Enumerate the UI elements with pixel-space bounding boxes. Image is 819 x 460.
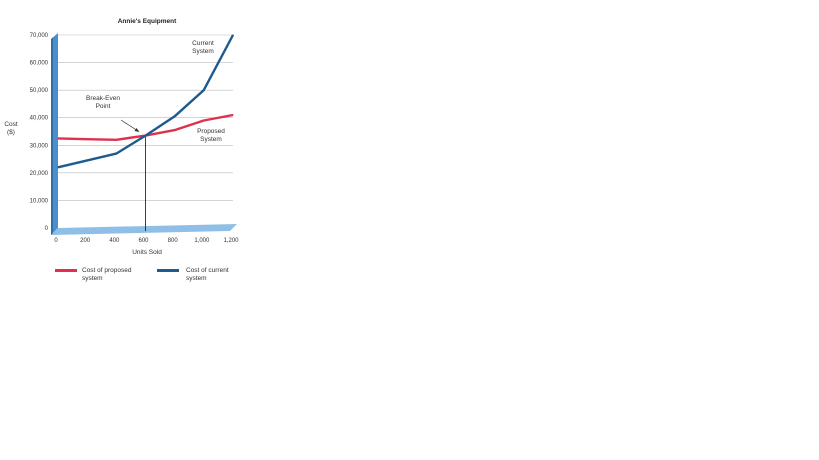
- y-tick-label: 30,000: [30, 143, 49, 149]
- data-point: [203, 89, 205, 91]
- annotation-current-system-2: System: [192, 48, 214, 55]
- data-point: [144, 135, 147, 137]
- annotation-break-even: Break-Even: [86, 95, 120, 102]
- legend-label-proposed-2: system: [82, 275, 103, 282]
- x-tick-label: 600: [138, 238, 149, 244]
- chart-floor: [51, 224, 237, 235]
- y-tick-label: 20,000: [30, 171, 49, 177]
- data-points: [57, 34, 234, 168]
- y-tick-label: 0: [45, 226, 49, 232]
- x-axis-ticks: 0 200 400 600 800 1,000 1,200: [54, 238, 239, 244]
- legend-label-current-2: system: [186, 275, 207, 282]
- y-axis-label: Cost: [4, 121, 18, 128]
- data-point: [86, 159, 88, 162]
- y-tick-label: 40,000: [30, 116, 49, 122]
- data-point: [203, 119, 205, 122]
- legend-swatch-proposed: [55, 269, 77, 272]
- x-tick-label: 1,000: [194, 238, 210, 244]
- annotation-break-even-2: Point: [96, 103, 111, 110]
- y-tick-label: 70,000: [30, 33, 49, 39]
- annotation-current-system: Current: [192, 40, 214, 47]
- y-tick-label: 50,000: [30, 88, 49, 94]
- data-point: [115, 139, 117, 141]
- data-point: [174, 115, 176, 117]
- legend-label-current: Cost of current: [186, 267, 229, 274]
- data-point: [115, 152, 117, 155]
- annotation-proposed-system-2: System: [200, 136, 222, 143]
- chart-title: Annie's Equipment: [118, 18, 177, 25]
- x-tick-label: 800: [168, 238, 179, 244]
- data-point: [57, 166, 59, 168]
- x-axis-label: Units Sold: [132, 249, 162, 256]
- data-point: [86, 138, 88, 140]
- x-tick-label: 1,200: [223, 238, 239, 244]
- y-tick-label: 60,000: [30, 61, 49, 67]
- y-tick-label: 10,000: [30, 198, 49, 204]
- legend-label-proposed: Cost of proposed: [82, 267, 132, 274]
- data-point: [232, 34, 234, 36]
- x-tick-label: 400: [109, 238, 120, 244]
- break-even-arrowhead: [134, 128, 140, 132]
- chart-wall-edge: [51, 37, 53, 235]
- legend-swatch-current: [157, 269, 179, 272]
- data-point: [232, 114, 234, 116]
- data-point: [174, 129, 176, 131]
- x-tick-label: 200: [80, 238, 91, 244]
- data-point: [57, 137, 59, 139]
- break-even-pointer: [120, 119, 139, 132]
- y-axis-label-unit: ($): [7, 129, 15, 136]
- x-tick-label: 0: [54, 238, 58, 244]
- annotation-proposed-system: Proposed: [197, 128, 225, 135]
- y-axis-ticks: 0 10,000 20,000 30,000 40,000 50,000 60,000 70,…: [30, 33, 49, 232]
